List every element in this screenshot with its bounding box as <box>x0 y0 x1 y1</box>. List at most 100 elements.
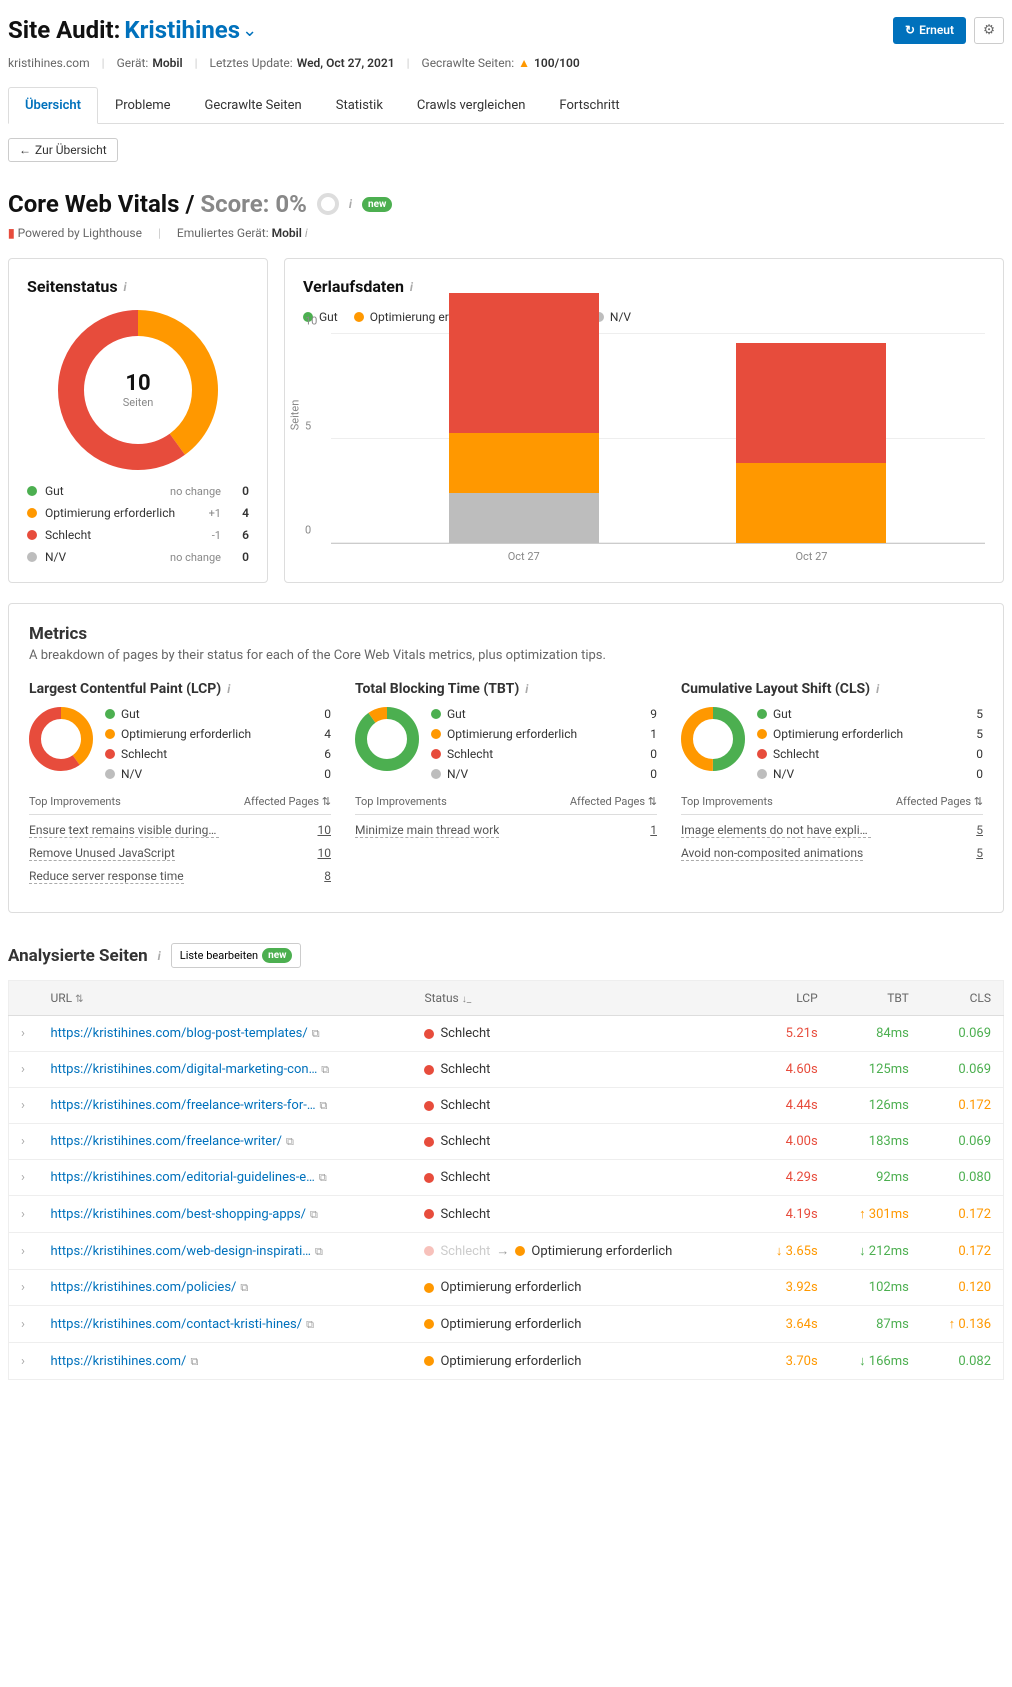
refresh-icon: ↻ <box>905 23 915 37</box>
expand-row[interactable]: › <box>9 1306 39 1343</box>
expand-row[interactable]: › <box>9 1196 39 1233</box>
new-badge: new <box>362 197 392 212</box>
expand-row[interactable]: › <box>9 1343 39 1380</box>
external-link-icon[interactable]: ⧉ <box>320 1099 328 1112</box>
expand-row[interactable]: › <box>9 1233 39 1270</box>
status-cell: Optimierung erforderlich <box>412 1306 748 1343</box>
expand-row[interactable]: › <box>9 1052 39 1088</box>
info-icon[interactable]: i <box>349 197 352 211</box>
settings-button[interactable]: ⚙ <box>974 17 1004 44</box>
legend-item: Gutno change0 <box>27 484 249 498</box>
page-url-link[interactable]: https://kristihines.com/freelance-writer… <box>51 1098 316 1113</box>
tab-fortschritt[interactable]: Fortschritt <box>542 87 636 124</box>
affected-count[interactable]: 10 <box>318 846 332 861</box>
info-icon[interactable]: i <box>525 682 528 696</box>
page-url-link[interactable]: https://kristihines.com/policies/ <box>51 1280 237 1295</box>
warning-icon: ▲ <box>518 56 530 70</box>
affected-count[interactable]: 5 <box>976 846 983 861</box>
tab-statistik[interactable]: Statistik <box>319 87 400 124</box>
page-url-link[interactable]: https://kristihines.com/ <box>51 1354 187 1369</box>
external-link-icon[interactable]: ⧉ <box>190 1355 198 1368</box>
affected-count[interactable]: 8 <box>324 869 331 884</box>
info-icon[interactable]: i <box>158 949 161 963</box>
external-link-icon[interactable]: ⧉ <box>321 1063 329 1076</box>
tabs: ÜbersichtProblemeGecrawlte SeitenStatist… <box>8 87 1004 124</box>
external-link-icon[interactable]: ⧉ <box>312 1027 320 1040</box>
status-card: Seitenstatusi 10 Seiten Gutno change0Opt… <box>8 258 268 583</box>
affected-count[interactable]: 1 <box>650 823 657 838</box>
expand-row[interactable]: › <box>9 1160 39 1196</box>
tab-gecrawlte-seiten[interactable]: Gecrawlte Seiten <box>188 87 319 124</box>
page-url-link[interactable]: https://kristihines.com/contact-kristi-h… <box>51 1317 303 1332</box>
affected-count[interactable]: 5 <box>976 823 983 838</box>
metric-column: Total Blocking Time (TBT) iGut9Optimieru… <box>355 681 657 892</box>
sort-icon: ⇅ <box>648 795 657 808</box>
pages-table: URL⇅ Status↓_ LCP TBT CLS › https://krist… <box>8 980 1004 1380</box>
info-icon[interactable]: i <box>124 280 127 294</box>
external-link-icon[interactable]: ⧉ <box>306 1318 314 1331</box>
history-card: Verlaufsdateni GutOptimierung erforderli… <box>284 258 1004 583</box>
external-link-icon[interactable]: ⧉ <box>315 1245 323 1258</box>
expand-row[interactable]: › <box>9 1016 39 1052</box>
improvement-link[interactable]: Image elements do not have explicit … <box>681 823 871 838</box>
arrow-right-icon: → <box>496 1243 509 1259</box>
info-icon[interactable]: i <box>305 226 308 240</box>
tab-crawls-vergleichen[interactable]: Crawls vergleichen <box>400 87 543 124</box>
rerun-button[interactable]: ↻ Erneut <box>893 17 966 44</box>
affected-count[interactable]: 10 <box>318 823 332 838</box>
sort-icon: ↓_ <box>462 994 472 1005</box>
page-url-link[interactable]: https://kristihines.com/freelance-writer… <box>51 1134 282 1149</box>
external-link-icon[interactable]: ⧉ <box>310 1208 318 1221</box>
external-link-icon[interactable]: ⧉ <box>319 1171 327 1184</box>
score-circle-icon <box>317 193 339 215</box>
table-row: › https://kristihines.com/freelance-write… <box>9 1124 1004 1160</box>
improvement-link[interactable]: Minimize main thread work <box>355 823 499 838</box>
table-row: › https://kristihines.com/contact-kristi-… <box>9 1306 1004 1343</box>
sub-meta: ▮ Powered by Lighthouse | Emuliertes Ger… <box>8 226 1004 240</box>
expand-row[interactable]: › <box>9 1270 39 1306</box>
status-cell: Schlecht <box>412 1160 748 1196</box>
info-icon[interactable]: i <box>876 682 879 696</box>
external-link-icon[interactable]: ⧉ <box>286 1135 294 1148</box>
external-link-icon[interactable]: ⧉ <box>240 1281 248 1294</box>
gear-icon: ⚙ <box>983 23 995 38</box>
table-row: ›https://kristihines.com/policies/⧉Optim… <box>9 1270 1004 1306</box>
metric-column: Largest Contentful Paint (LCP) iGut0Opti… <box>29 681 331 892</box>
metric-column: Cumulative Layout Shift (CLS) iGut5Optim… <box>681 681 983 892</box>
improvement-link[interactable]: Ensure text remains visible during … <box>29 823 219 838</box>
info-icon[interactable]: i <box>227 682 230 696</box>
page-url-link[interactable]: https://kristihines.com/web-design-inspi… <box>51 1244 312 1259</box>
report-title: Core Web Vitals / Score: 0% i new <box>8 190 1004 218</box>
tab-übersicht[interactable]: Übersicht <box>8 87 98 124</box>
edit-list-button[interactable]: Liste bearbeiten new <box>171 943 302 968</box>
status-legend: Gutno change0Optimierung erforderlich+14… <box>27 484 249 564</box>
status-cell: Schlecht <box>412 1196 748 1233</box>
col-cls[interactable]: CLS <box>921 981 1004 1016</box>
page-url-link[interactable]: https://kristihines.com/editorial-guidel… <box>51 1170 315 1185</box>
back-button[interactable]: ← Zur Übersicht <box>8 138 118 162</box>
col-lcp[interactable]: LCP <box>748 981 829 1016</box>
page-url-link[interactable]: https://kristihines.com/digital-marketin… <box>51 1062 318 1077</box>
expand-row[interactable]: › <box>9 1088 39 1124</box>
status-cell: Schlecht <box>412 1088 748 1124</box>
improvement-link[interactable]: Remove Unused JavaScript <box>29 846 175 861</box>
col-tbt[interactable]: TBT <box>830 981 921 1016</box>
improvement-link[interactable]: Avoid non-composited animations <box>681 846 863 861</box>
expand-row[interactable]: › <box>9 1124 39 1160</box>
info-icon[interactable]: i <box>410 280 413 294</box>
arrow-left-icon: ← <box>19 143 31 157</box>
domain-dropdown[interactable]: Kristihines <box>124 16 240 44</box>
page-header: Site Audit: Kristihines ⌄ ↻ Erneut ⚙ <box>8 8 1004 52</box>
improvement-link[interactable]: Reduce server response time <box>29 869 184 884</box>
legend-item: N/Vno change0 <box>27 550 249 564</box>
status-cell: Schlecht <box>412 1124 748 1160</box>
col-status[interactable]: Status↓_ <box>412 981 748 1016</box>
page-url-link[interactable]: https://kristihines.com/best-shopping-ap… <box>51 1207 307 1222</box>
page-url-link[interactable]: https://kristihines.com/blog-post-templa… <box>51 1026 308 1041</box>
chevron-down-icon[interactable]: ⌄ <box>242 20 257 41</box>
tab-probleme[interactable]: Probleme <box>98 87 188 124</box>
metrics-card: Metrics A breakdown of pages by their st… <box>8 603 1004 913</box>
table-row: › https://kristihines.com/digital-marketi… <box>9 1052 1004 1088</box>
col-url[interactable]: URL⇅ <box>39 981 413 1016</box>
table-row: ›https://kristihines.com/⧉Optimierung er… <box>9 1343 1004 1380</box>
